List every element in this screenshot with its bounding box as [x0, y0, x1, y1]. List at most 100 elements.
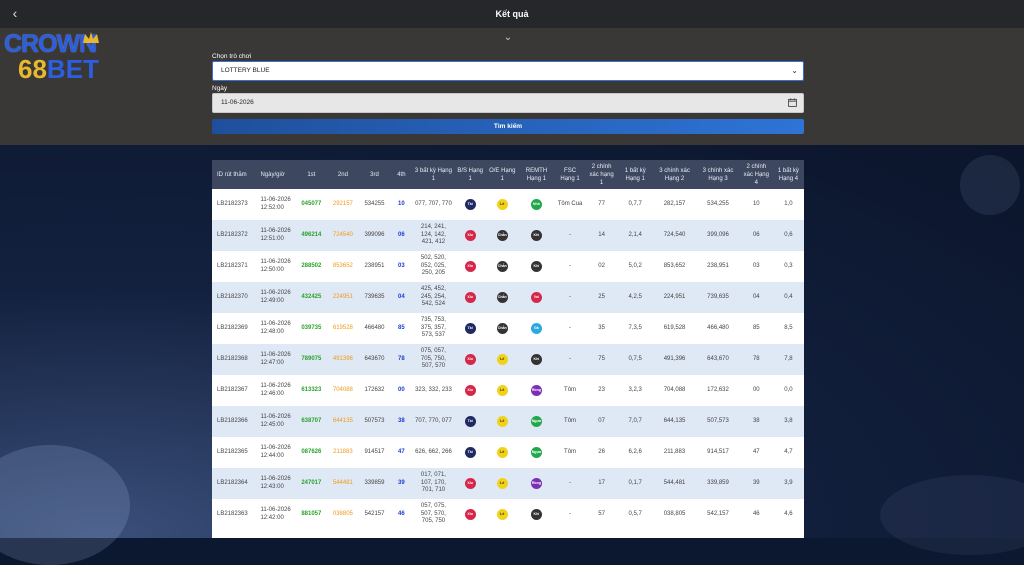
prize-fourth: 00 — [390, 375, 413, 406]
bs-rank1-badge: Tài — [465, 323, 476, 334]
exact3-rank2: 644,135 — [653, 406, 696, 437]
fsc-rank1: Tôm — [555, 437, 586, 468]
exact3-rank3: 739,635 — [696, 282, 739, 313]
game-select[interactable]: LOTTERY BLUE ⌄ — [212, 61, 804, 81]
oe-rank1-cell: Chẵn — [486, 251, 518, 282]
exact2-rank4: 03 — [740, 251, 773, 282]
column-header-exact3-rank3: 3 chính xác Hạng 3 — [696, 160, 739, 189]
any1-rank1: 2,1,4 — [618, 220, 653, 251]
prize-first: 039735 — [296, 313, 327, 344]
prize-second: 644135 — [327, 406, 359, 437]
prize-fourth: 47 — [390, 437, 413, 468]
column-header-first: 1st — [296, 160, 327, 189]
draw-id: LB2182372 — [212, 220, 255, 251]
exact2-rank4: 46 — [740, 499, 773, 530]
oe-rank1-badge: Lẻ — [497, 478, 508, 489]
exact3-rank2: 544,481 — [653, 468, 696, 499]
prize-second: 038805 — [327, 499, 359, 530]
prize-third: 172632 — [359, 375, 390, 406]
draw-datetime: 11-06-2026 12:45:00 — [255, 406, 295, 437]
bs-rank1-cell: Xỉu — [454, 499, 486, 530]
crown-icon — [82, 31, 100, 45]
back-arrow-icon[interactable]: ‹ — [6, 4, 24, 22]
bs-rank1-cell: Xỉu — [454, 344, 486, 375]
any1-rank1: 0,7,7 — [618, 189, 653, 220]
table-row: LB2182363 11-06-2026 12:42:00 881057 038805… — [212, 499, 804, 530]
draw-id: LB2182367 — [212, 375, 255, 406]
fsc-rank1: - — [555, 313, 586, 344]
prize-fourth: 39 — [390, 468, 413, 499]
remth-rank1-badge: Khí — [531, 230, 542, 241]
bokeh-light — [880, 475, 1024, 555]
bs-rank1-badge: Tài — [465, 447, 476, 458]
exact2-rank4: 78 — [740, 344, 773, 375]
bs-rank1-cell: Xỉu — [454, 468, 486, 499]
exact3-rank2: 853,652 — [653, 251, 696, 282]
exact3-rank3: 914,517 — [696, 437, 739, 468]
draw-id: LB2182366 — [212, 406, 255, 437]
any3-rank1: 057, 075, 507, 570, 705, 750 — [413, 499, 454, 530]
draw-datetime: 11-06-2026 12:49:00 — [255, 282, 295, 313]
exact3-rank2: 282,157 — [653, 189, 696, 220]
prize-third: 542157 — [359, 499, 390, 530]
fsc-rank1: - — [555, 282, 586, 313]
any1-rank1: 4,2,5 — [618, 282, 653, 313]
table-body: LB2182373 11-06-2026 12:52:00 045077 292157… — [212, 189, 804, 530]
exact2-rank1: 02 — [586, 251, 618, 282]
remth-rank1-cell: Khí — [518, 251, 554, 282]
oe-rank1-cell: Lẻ — [486, 375, 518, 406]
draw-datetime: 11-06-2026 12:52:00 — [255, 189, 295, 220]
exact3-rank2: 491,396 — [653, 344, 696, 375]
remth-rank1-cell: Ngựa — [518, 437, 554, 468]
oe-rank1-badge: Lẻ — [497, 199, 508, 210]
oe-rank1-badge: Lẻ — [497, 447, 508, 458]
prize-second: 292157 — [327, 189, 359, 220]
prize-fourth: 04 — [390, 282, 413, 313]
bs-rank1-badge: Xỉu — [465, 230, 476, 241]
remth-rank1-badge: Gà — [531, 323, 542, 334]
draw-datetime: 11-06-2026 12:42:00 — [255, 499, 295, 530]
oe-rank1-cell: Lẻ — [486, 406, 518, 437]
search-button[interactable]: Tìm kiếm — [212, 119, 804, 134]
any1-rank1: 3,2,3 — [618, 375, 653, 406]
date-input[interactable]: 11-06-2026 — [212, 93, 804, 113]
column-header-oe-rank1: O/E Hạng 1 — [486, 160, 518, 189]
draw-datetime: 11-06-2026 12:43:00 — [255, 468, 295, 499]
logo-text-bottom: 68BET — [18, 54, 99, 85]
oe-rank1-badge: Chẵn — [497, 230, 508, 241]
prize-third: 339859 — [359, 468, 390, 499]
exact3-rank3: 238,951 — [696, 251, 739, 282]
exact2-rank4: 85 — [740, 313, 773, 344]
remth-rank1-badge: Ngựa — [531, 416, 542, 427]
fsc-rank1: - — [555, 468, 586, 499]
prize-first: 638707 — [296, 406, 327, 437]
exact3-rank3: 643,670 — [696, 344, 739, 375]
prize-third: 739635 — [359, 282, 390, 313]
oe-rank1-cell: Lẻ — [486, 344, 518, 375]
results-table-container: ID rút thăm Ngày/giờ 1st 2nd 3rd 4th 3 bất kỳ … — [212, 160, 804, 538]
bs-rank1-badge: Xỉu — [465, 509, 476, 520]
any3-rank1: 323, 332, 233 — [413, 375, 454, 406]
any1-rank4: 0,4 — [773, 282, 804, 313]
any3-rank1: 707, 770, 077 — [413, 406, 454, 437]
exact2-rank1: 23 — [586, 375, 618, 406]
remth-rank1-cell: Khí — [518, 344, 554, 375]
column-header-bs-rank1: B/S Hạng 1 — [454, 160, 486, 189]
oe-rank1-cell: Lẻ — [486, 468, 518, 499]
exact2-rank1: 57 — [586, 499, 618, 530]
chevron-down-icon[interactable]: ⌄ — [500, 31, 516, 45]
bs-rank1-cell: Tài — [454, 189, 486, 220]
prize-second: 704088 — [327, 375, 359, 406]
oe-rank1-badge: Chẵn — [497, 261, 508, 272]
prize-fourth: 06 — [390, 220, 413, 251]
exact2-rank4: 00 — [740, 375, 773, 406]
top-bar: ‹ Kết quả — [0, 0, 1024, 28]
exact3-rank3: 399,096 — [696, 220, 739, 251]
column-header-datetime: Ngày/giờ — [255, 160, 295, 189]
draw-id: LB2182365 — [212, 437, 255, 468]
prize-third: 466480 — [359, 313, 390, 344]
calendar-icon[interactable] — [788, 98, 797, 107]
prize-second: 544481 — [327, 468, 359, 499]
table-row: LB2182369 11-06-2026 12:48:00 039735 619528… — [212, 313, 804, 344]
fsc-rank1: Tôm — [555, 375, 586, 406]
